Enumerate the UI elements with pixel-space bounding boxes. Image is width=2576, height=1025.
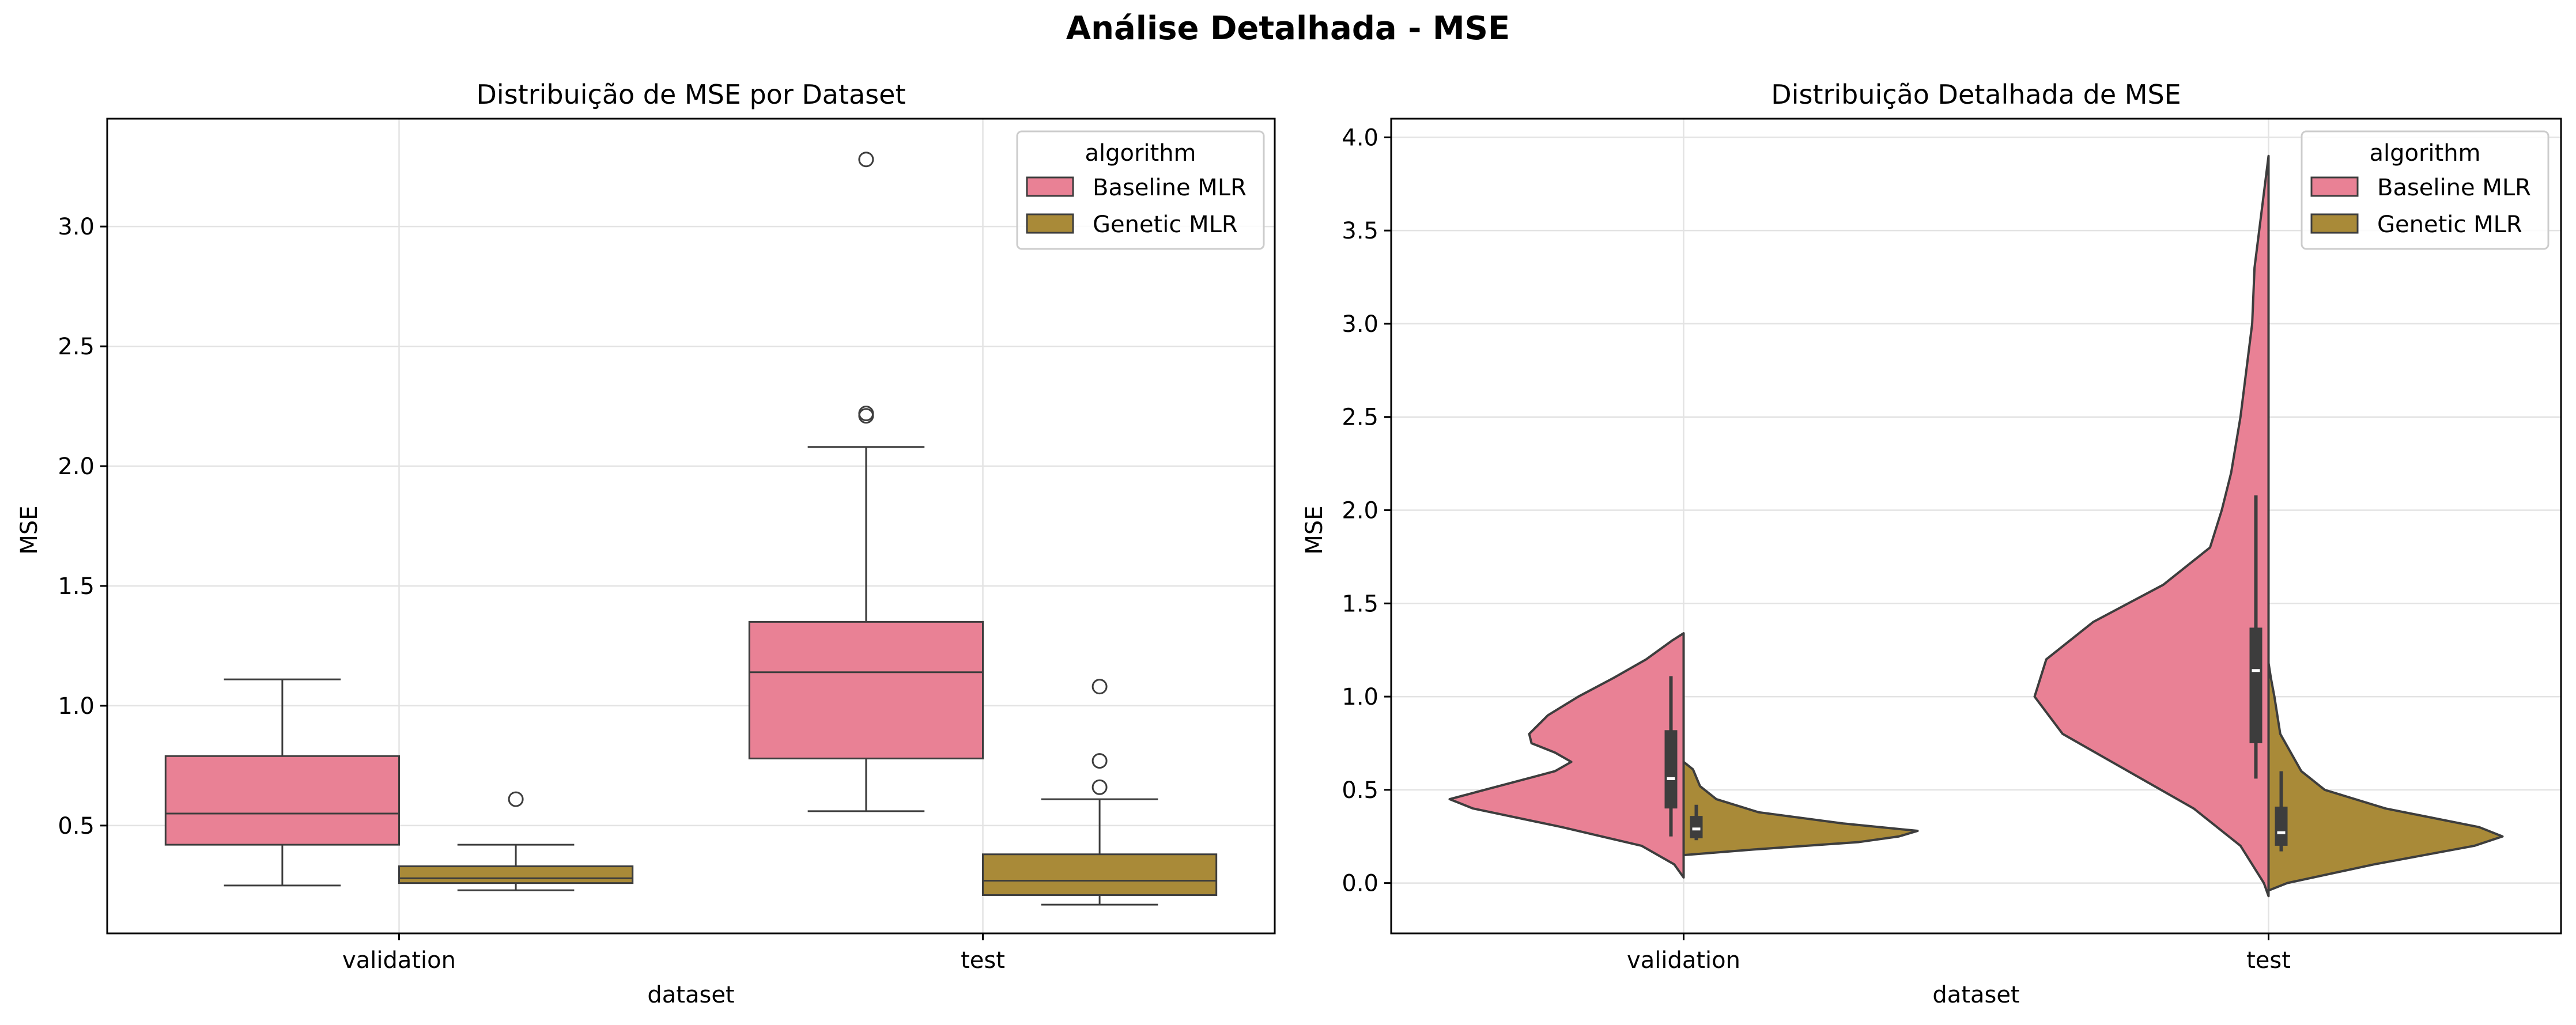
box-group [748,152,984,812]
box-group [398,791,634,891]
y-tick-label: 0.5 [1342,777,1378,804]
x-tick-label: validation [342,947,456,974]
boxplot-title: Distribuição de MSE por Dataset [477,79,906,110]
boxplot-chart: Distribuição de MSE por Dataset dataset … [16,79,1276,1008]
boxplot-xlabel: dataset [647,982,734,1008]
outlier-point [858,152,874,168]
violin-half [2033,154,2270,898]
violin-half [1448,632,1685,879]
outlier-point [1091,679,1108,695]
violin-ticks: 0.0 0.5 1.0 1.5 2.0 2.5 3.0 3.5 4.0 validation tes… [1342,124,2291,974]
violin-half [1682,761,1919,857]
inner-iqr-box [1690,816,1703,838]
legend-label-baseline: Baseline MLR [2377,175,2531,201]
box [398,865,634,884]
y-tick-label: 3.0 [1342,311,1378,338]
violin-legend: algorithm Baseline MLR Genetic MLR [2301,130,2549,250]
boxplot-frame [106,118,1276,935]
y-tick-label: 4.0 [1342,124,1378,151]
outlier-point [1091,753,1108,769]
outlier-point [858,406,874,422]
outlier-point [508,791,524,807]
y-tick-label: 1.0 [58,693,95,720]
violin-title: Distribuição Detalhada de MSE [1771,79,2181,110]
y-tick-label: 2.0 [1342,497,1378,524]
x-tick-label: test [2246,947,2291,974]
violin-inner-box [1664,676,1678,837]
legend-frame [2301,130,2549,250]
boxplot-ylabel: MSE [16,505,43,554]
y-tick-label: 1.5 [1342,591,1378,617]
legend-label-genetic: Genetic MLR [2377,211,2522,238]
figure-suptitle: Análise Detalhada - MSE [1066,10,1510,47]
violin-xlabel: dataset [1932,982,2019,1008]
box [164,755,400,846]
y-tick-label: 2.0 [58,453,95,480]
box [982,853,1218,896]
legend-swatch-baseline [2310,176,2359,197]
boxplot-legend: algorithm Baseline MLR Genetic MLR [1016,130,1265,250]
violin-frame [1390,118,2562,935]
boxplot-ticks: 0.5 1.0 1.5 2.0 2.5 3.0 validation test [58,214,1005,974]
legend-label-baseline: Baseline MLR [1093,175,1247,201]
outlier-point [1091,779,1108,795]
legend-swatch-genetic [1026,213,1074,234]
inner-iqr-box [1664,730,1678,809]
legend-label-genetic: Genetic MLR [1093,211,1238,238]
legend-swatch-genetic [2310,213,2359,234]
violin-marks [1448,154,2504,898]
y-tick-label: 1.5 [58,573,95,600]
inner-iqr-box [2275,806,2288,846]
x-tick-label: test [961,947,1005,974]
box [748,621,984,759]
violin-chart: Distribuição Detalhada de MSE dataset MS… [1301,79,2562,1008]
y-tick-label: 1.0 [1342,684,1378,710]
legend-frame [1016,130,1265,250]
y-tick-label: 3.0 [58,214,95,240]
inner-iqr-box [2249,627,2263,743]
box-group [982,679,1218,906]
legend-swatch-baseline [1026,176,1074,197]
violin-inner-box [2249,495,2263,779]
violin-inner-box [1690,804,1703,841]
y-tick-label: 3.5 [1342,218,1378,244]
boxplot-marks [164,152,1218,906]
violin-half [2267,661,2504,892]
box-group [164,678,400,887]
y-tick-label: 2.5 [58,334,95,360]
boxplot-grid [107,119,1275,933]
violin-ylabel: MSE [1301,505,1328,554]
x-tick-label: validation [1627,947,1740,974]
legend-title: algorithm [1085,140,1196,167]
y-tick-label: 0.0 [1342,871,1378,897]
y-tick-label: 2.5 [1342,404,1378,431]
y-tick-label: 0.5 [58,813,95,839]
violin-inner-box [2275,771,2288,852]
legend-title: algorithm [2369,140,2480,167]
